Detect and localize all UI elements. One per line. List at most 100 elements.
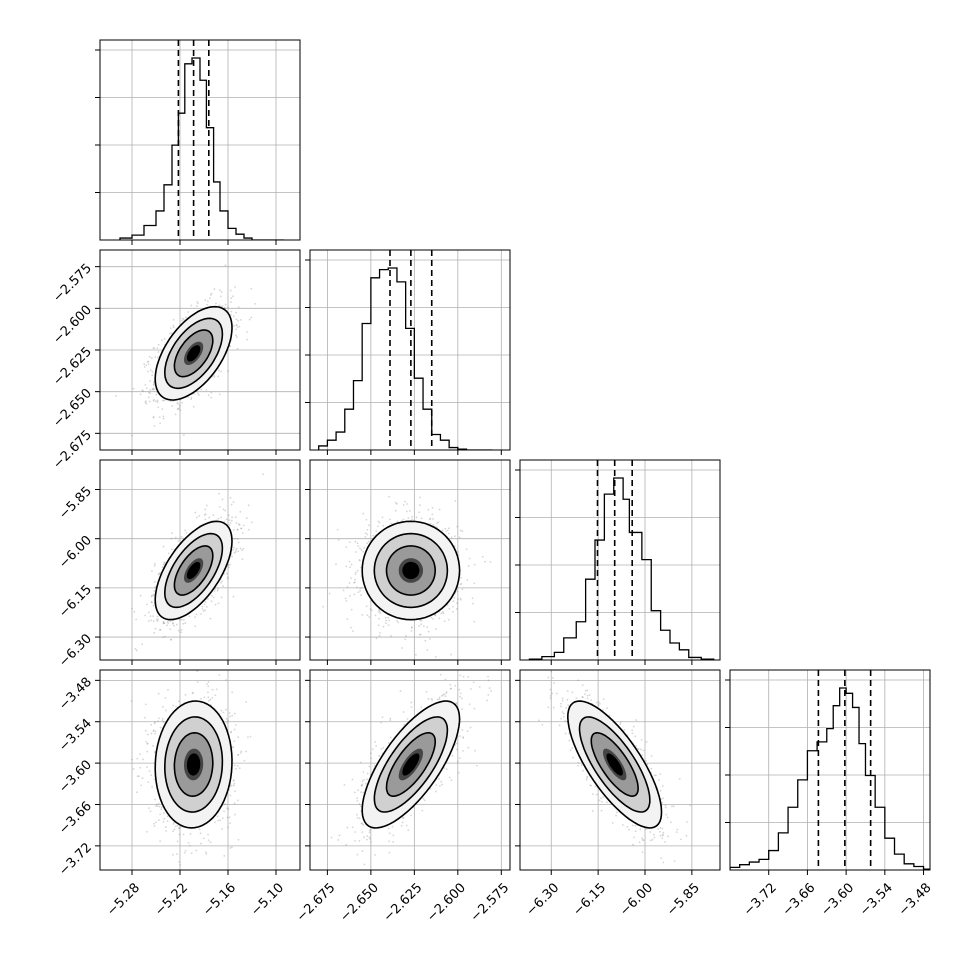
sample-point [233, 740, 236, 743]
histogram-bar [623, 499, 629, 660]
histogram-bar [236, 234, 244, 240]
sample-point [195, 849, 198, 852]
sample-point [458, 536, 461, 539]
sample-point [184, 622, 187, 624]
panel-frame [519, 459, 721, 661]
sample-point [159, 840, 162, 843]
sample-point [224, 264, 227, 267]
sample-point [418, 625, 421, 627]
sample-point [218, 393, 221, 396]
sample-point [388, 495, 391, 498]
sample-point [162, 705, 164, 708]
y-tick-label: −6.30 [56, 631, 95, 670]
sample-point [377, 525, 379, 528]
sample-point [226, 576, 229, 579]
sample-point [179, 618, 181, 621]
sample-point [415, 516, 418, 519]
sample-point [173, 828, 176, 831]
sample-point [188, 844, 191, 847]
sample-point [442, 611, 444, 613]
sample-point [202, 610, 205, 613]
sample-point [210, 600, 213, 603]
sample-point [354, 573, 357, 576]
sample-point [232, 325, 235, 327]
sample-point [172, 318, 175, 321]
sample-point [139, 393, 142, 396]
sample-point [346, 586, 349, 588]
sample-point [172, 823, 175, 825]
sample-point [239, 319, 242, 321]
sample-point [239, 547, 242, 550]
sample-point [368, 524, 370, 527]
sample-point [242, 547, 245, 550]
grid-lines [520, 460, 720, 660]
sample-point [422, 625, 425, 628]
sample-point [250, 287, 253, 290]
sample-point [448, 527, 450, 530]
sample-point [132, 768, 135, 770]
histogram-bar [564, 638, 577, 660]
histogram-bar [132, 235, 144, 240]
sample-point [159, 572, 161, 575]
histogram-bar [214, 182, 220, 240]
sample-point [195, 305, 198, 307]
sample-point [224, 509, 227, 512]
sample-point [172, 622, 174, 625]
sample-point [226, 572, 228, 575]
sample-point [150, 732, 153, 735]
sample-point [208, 516, 211, 519]
sample-point [174, 413, 177, 416]
sample-point [459, 583, 462, 586]
sample-point [222, 585, 225, 587]
sample-point [235, 549, 237, 551]
sample-point [350, 563, 353, 566]
sample-point [236, 538, 239, 540]
sample-point [147, 396, 150, 399]
sample-point [234, 516, 237, 519]
sample-point [429, 522, 432, 525]
grid-lines [100, 40, 300, 240]
sample-point [167, 622, 170, 625]
sample-point [163, 337, 166, 340]
sample-point [204, 601, 207, 603]
sample-point [227, 577, 230, 580]
sample-point [353, 581, 356, 584]
sample-point [196, 300, 199, 303]
sample-point [233, 551, 236, 554]
sample-point [434, 656, 437, 658]
sample-point [176, 853, 178, 855]
sample-point [207, 696, 210, 699]
sample-point [154, 730, 157, 733]
sample-point [227, 514, 230, 516]
sample-point [374, 614, 377, 617]
sample-point [427, 508, 430, 511]
sample-point [446, 529, 449, 532]
sample-point [359, 559, 361, 562]
sample-point [130, 434, 133, 437]
sample-point [238, 523, 240, 526]
sample-point [220, 516, 222, 519]
sample-point [241, 549, 244, 552]
sample-point [135, 649, 138, 652]
sample-point [149, 615, 152, 618]
sample-point [438, 617, 441, 620]
sample-point [201, 605, 204, 608]
sample-point [234, 551, 237, 553]
sample-point [147, 360, 150, 363]
contour-line [154, 305, 233, 401]
sample-point [152, 387, 155, 390]
sample-point [461, 588, 464, 591]
sample-point [198, 828, 201, 831]
sample-point [149, 392, 151, 395]
sample-point [242, 524, 245, 527]
sample-point [342, 589, 345, 592]
y-tick-label: −2.600 [50, 303, 95, 348]
sample-point [455, 607, 458, 610]
sample-point [402, 504, 405, 506]
sample-point [452, 610, 454, 613]
sample-point [365, 518, 368, 521]
sample-point [218, 289, 221, 292]
sample-point [169, 638, 172, 641]
sample-point [162, 415, 165, 418]
